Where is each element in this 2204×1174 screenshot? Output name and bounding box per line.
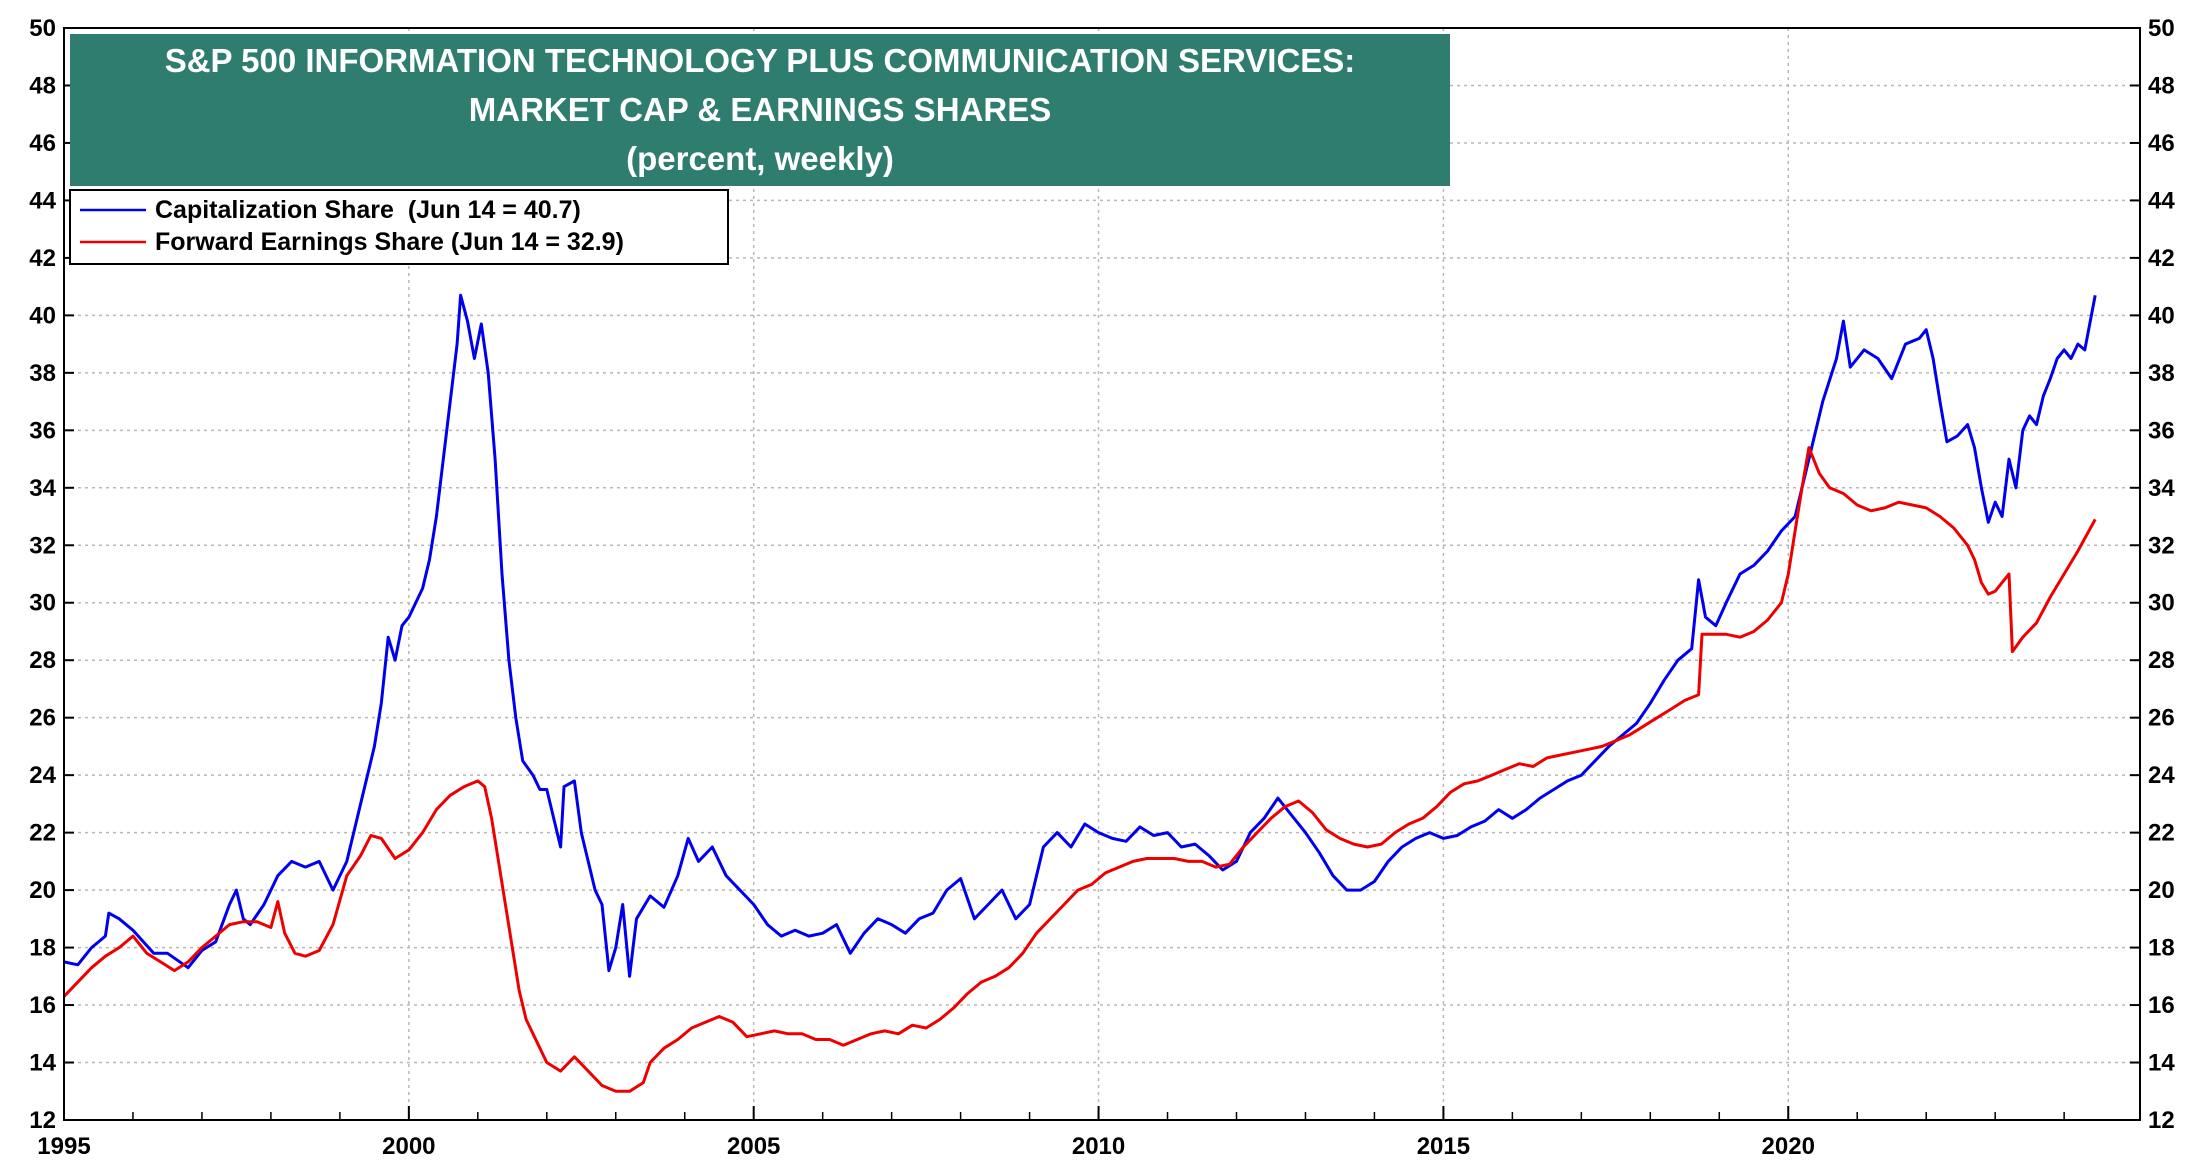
chart-subtitle: (percent, weekly) (626, 140, 894, 177)
chart-title-line-1: S&P 500 INFORMATION TECHNOLOGY PLUS COMM… (165, 42, 1356, 79)
y-tick-label-left: 16 (29, 992, 56, 1019)
y-tick-label-right: 46 (2148, 130, 2175, 157)
y-tick-label-right: 12 (2148, 1107, 2175, 1134)
y-tick-label-right: 32 (2148, 532, 2175, 559)
series-group (62, 293, 2097, 1093)
legend-box (69, 189, 729, 265)
x-tick-label: 1995 (37, 1133, 90, 1160)
y-tick-label-left: 50 (29, 15, 56, 42)
title-box: S&P 500 INFORMATION TECHNOLOGY PLUS COMM… (70, 34, 1450, 186)
y-tick-label-left: 20 (29, 877, 56, 904)
y-tick-label-right: 30 (2148, 590, 2175, 617)
y-tick-label-right: 14 (2148, 1050, 2175, 1077)
y-tick-label-left: 48 (29, 72, 56, 99)
x-tick-label: 2000 (382, 1133, 435, 1160)
y-tick-label-left: 22 (29, 820, 56, 847)
y-tick-label-left: 14 (29, 1050, 56, 1077)
y-tick-label-right: 38 (2148, 360, 2175, 387)
x-tick-label: 2015 (1417, 1133, 1470, 1160)
x-tick-label: 2020 (1762, 1133, 1815, 1160)
y-tick-label-left: 40 (29, 302, 56, 329)
legend: Capitalization Share (Jun 14 = 40.7) For… (69, 189, 729, 265)
title-background (70, 34, 1450, 186)
grid (64, 28, 2140, 1120)
x-tick-label: 2010 (1072, 1133, 1125, 1160)
y-tick-label-right: 26 (2148, 705, 2175, 732)
y-tick-label-right: 44 (2148, 187, 2175, 214)
y-tick-label-right: 36 (2148, 417, 2175, 444)
x-tick-label: 2005 (727, 1133, 780, 1160)
y-tick-label-right: 42 (2148, 245, 2175, 272)
chart-title-line-2: MARKET CAP & EARNINGS SHARES (469, 91, 1051, 128)
y-tick-label-left: 32 (29, 532, 56, 559)
y-tick-label-left: 18 (29, 935, 56, 962)
y-tick-label-right: 16 (2148, 992, 2175, 1019)
y-tick-label-right: 50 (2148, 15, 2175, 42)
y-tick-label-right: 22 (2148, 820, 2175, 847)
y-tick-label-right: 40 (2148, 302, 2175, 329)
y-tick-label-right: 24 (2148, 762, 2175, 789)
y-tick-label-left: 36 (29, 417, 56, 444)
series-line-capitalization-share (63, 293, 2097, 978)
y-tick-label-left: 12 (29, 1107, 56, 1134)
y-tick-label-right: 18 (2148, 935, 2175, 962)
y-tick-label-left: 26 (29, 705, 56, 732)
y-tick-label-left: 42 (29, 245, 56, 272)
y-tick-label-left: 38 (29, 360, 56, 387)
y-tick-label-left: 44 (29, 187, 56, 214)
y-tick-label-left: 30 (29, 590, 56, 617)
y-tick-label-right: 34 (2148, 475, 2175, 502)
series-line-forward-earnings-share (62, 446, 2097, 1093)
y-tick-label-right: 20 (2148, 877, 2175, 904)
y-tick-label-right: 48 (2148, 72, 2175, 99)
y-tick-label-right: 28 (2148, 647, 2175, 674)
legend-label-forward-earnings: Forward Earnings Share (Jun 14 = 32.9) (155, 228, 624, 256)
y-tick-label-left: 34 (29, 475, 56, 502)
legend-label-capitalization: Capitalization Share (Jun 14 = 40.7) (155, 196, 581, 224)
y-tick-label-left: 24 (29, 762, 56, 789)
y-tick-label-left: 28 (29, 647, 56, 674)
plot-frame (63, 27, 2141, 1121)
y-tick-label-left: 46 (29, 130, 56, 157)
